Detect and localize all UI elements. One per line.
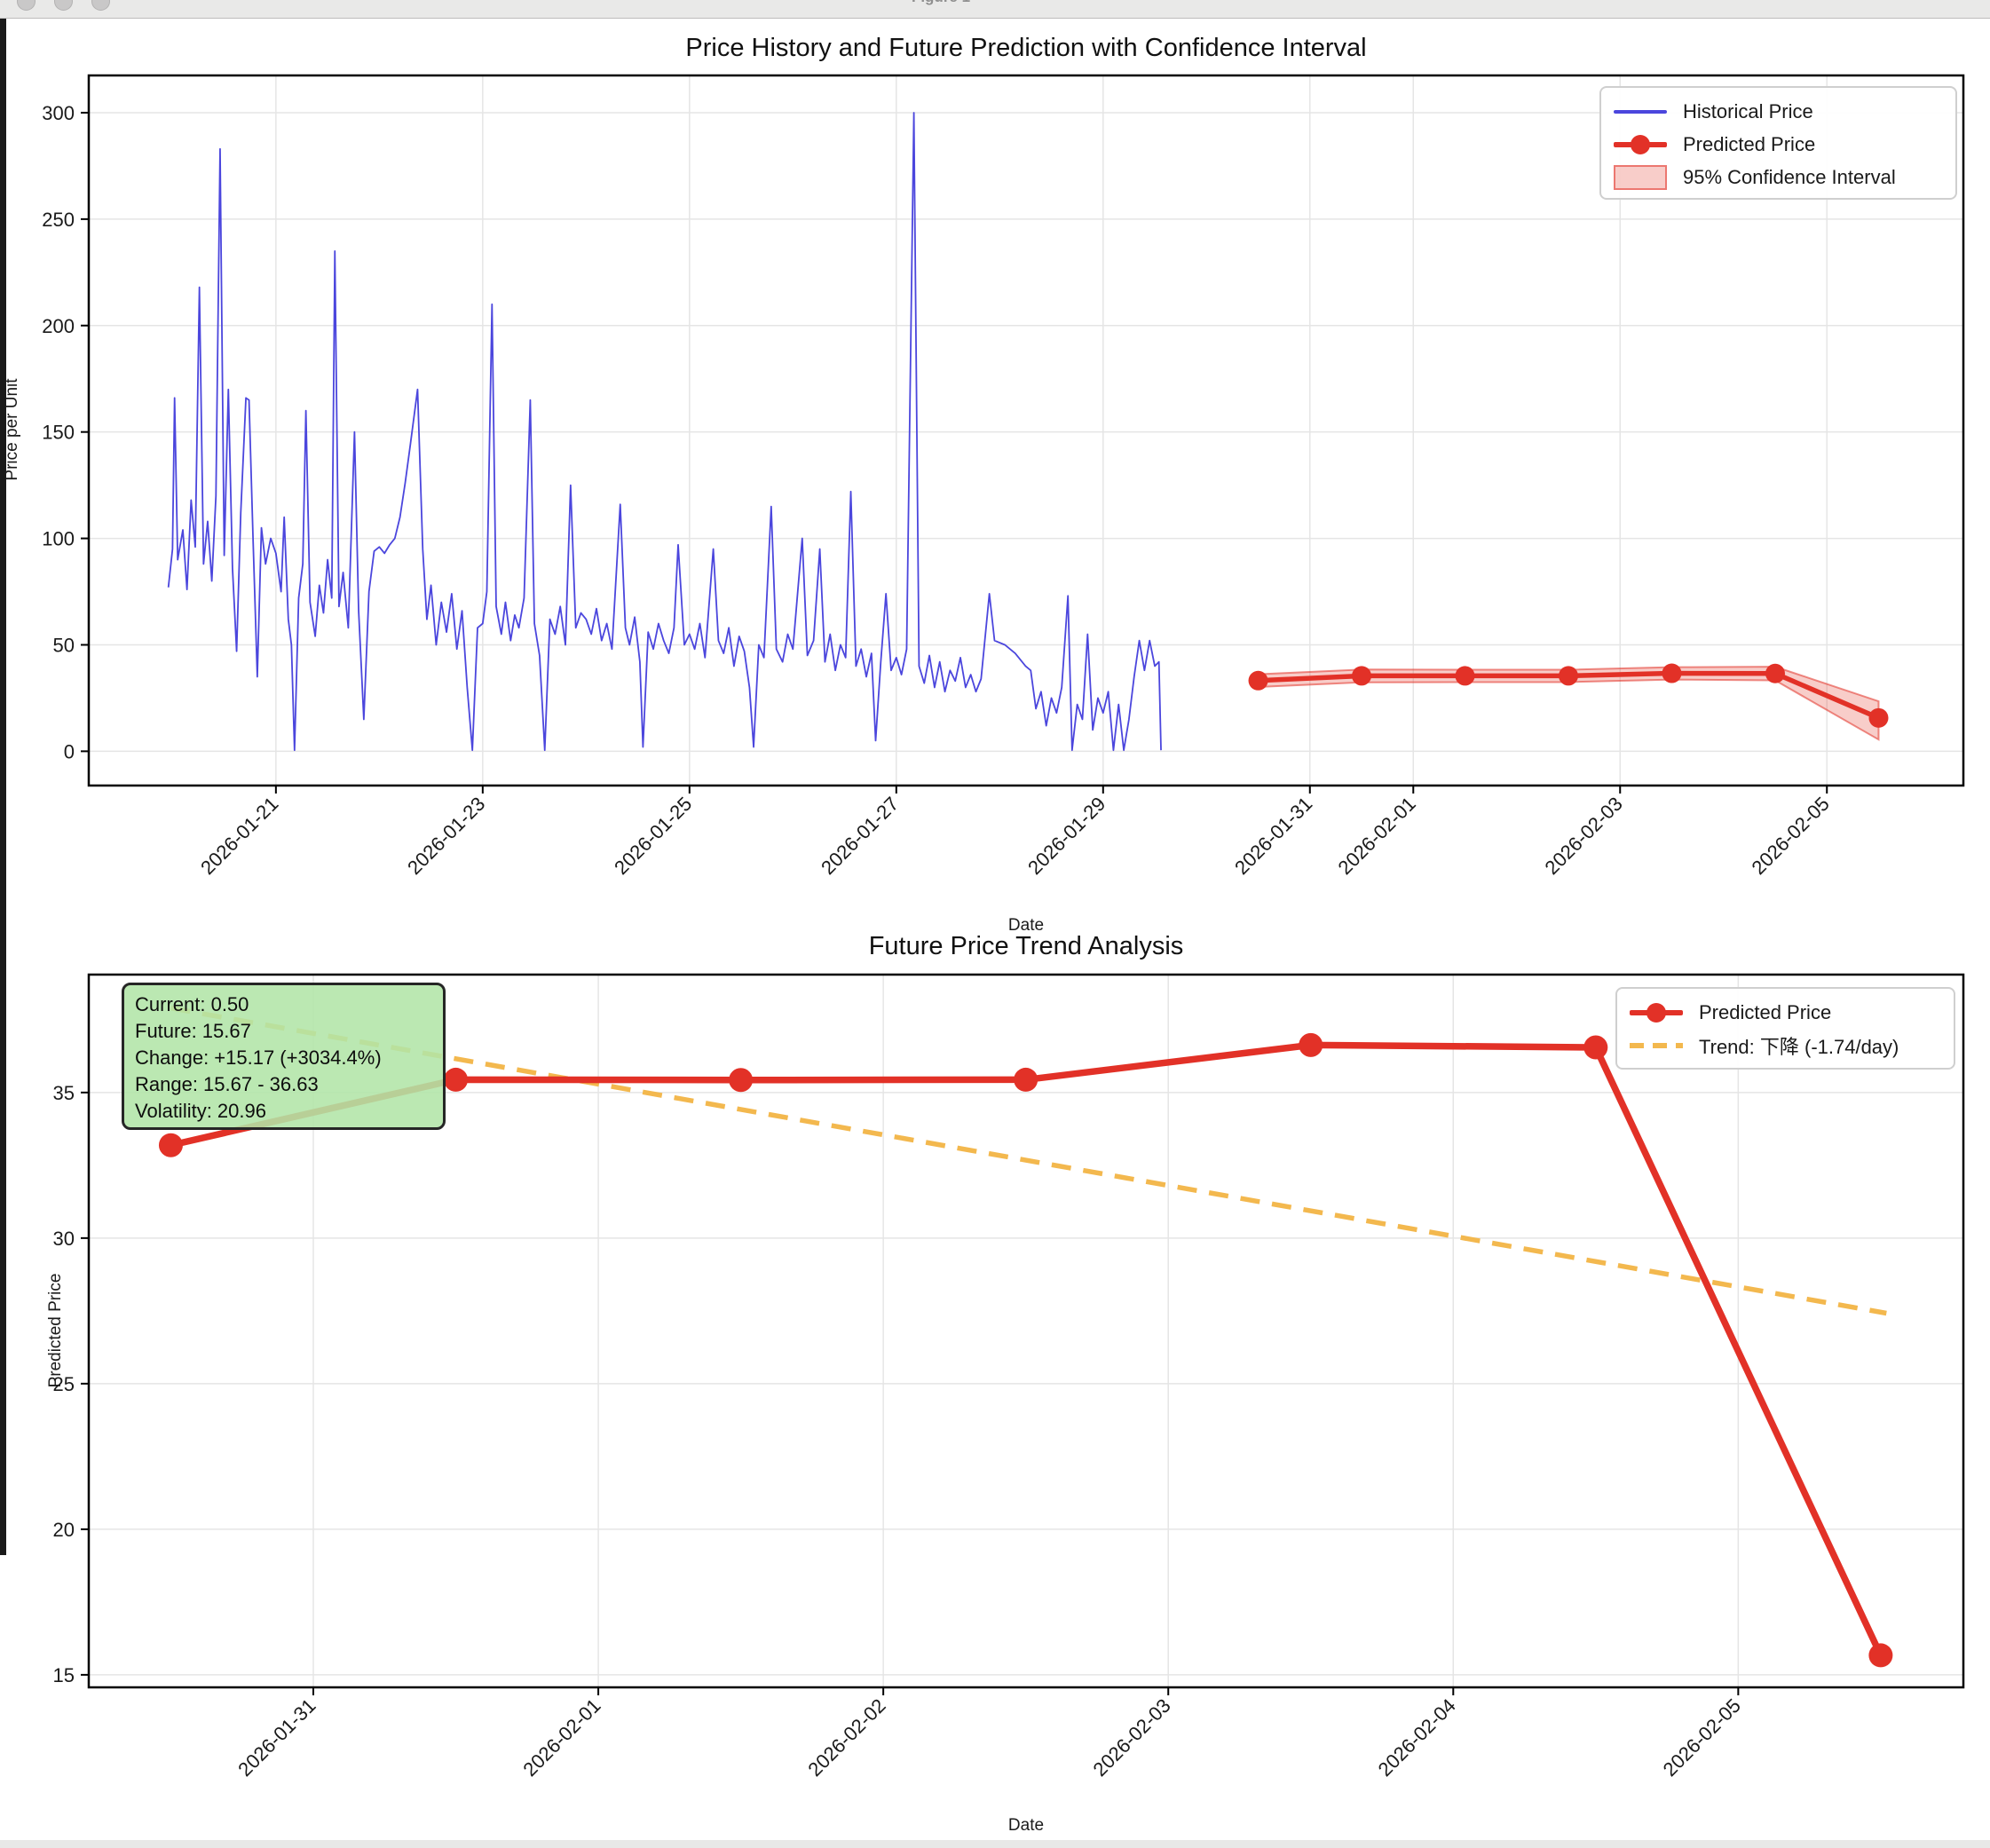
legend-item-trend: Trend: 下降 (-1.74/day) [1630,1029,1941,1062]
y-tick-label: 300 [42,102,75,124]
predicted-point-marker [444,1067,469,1092]
stat-range: Range: 15.67 - 36.63 [135,1073,319,1095]
x-tick-label: 2026-01-31 [1230,793,1316,879]
bottom-y-axis-label: Predicted Price [46,1273,65,1388]
legend-item-predicted: Predicted Price [1614,128,1943,161]
predicted-point-marker [1455,666,1475,686]
x-tick-label: 2026-01-29 [1023,793,1110,879]
confidence-patch-icon [1614,164,1667,190]
legend-label: Predicted Price [1699,1000,1832,1023]
x-tick-label: 2026-02-01 [1334,793,1420,879]
predicted-point-marker [1352,666,1372,686]
bottom-x-axis-label: Date [1007,1816,1045,1835]
x-tick-label: 2026-01-25 [610,793,696,879]
bottom-window-edge [0,1840,1990,1848]
stat-current: Current: 0.50 [135,993,249,1015]
y-tick-label: 25 [53,1373,75,1395]
y-tick-label: 35 [53,1082,75,1104]
zoom-button[interactable] [91,0,110,11]
y-tick-label: 50 [53,634,75,656]
minimize-button[interactable] [54,0,73,11]
y-tick-label: 250 [42,209,75,231]
trend-stats-annotation: Current: 0.50 Future: 15.67 Change: +15.… [122,983,446,1130]
stat-change: Change: +15.17 (+3034.4%) [135,1046,382,1069]
x-tick-label: 2026-01-27 [817,793,903,879]
x-tick-label: 2026-02-03 [1541,793,1627,879]
y-tick-label: 0 [64,740,75,762]
predicted-line-icon [1630,1002,1683,1023]
x-tick-label: 2026-02-01 [518,1694,604,1781]
predicted-line-icon [1614,134,1667,154]
window-titlebar: Figure 1 [0,0,1990,19]
legend-label: Historical Price [1683,99,1813,122]
top-chart-title: Price History and Future Prediction with… [685,34,1367,62]
stat-future: Future: 15.67 [135,1020,251,1042]
predicted-point-marker [729,1068,754,1093]
bottom-chart-title: Future Price Trend Analysis [868,932,1184,960]
x-tick-label: 2026-02-03 [1088,1694,1174,1781]
x-tick-label: 2026-01-21 [196,793,282,879]
y-tick-label: 20 [53,1519,75,1541]
trend-dash-icon [1630,1042,1683,1048]
top-chart-legend: Historical Price Predicted Price 95% Con… [1599,86,1957,200]
x-tick-label: 2026-02-05 [1659,1694,1745,1781]
x-tick-label: 2026-02-05 [1748,793,1834,879]
y-tick-label: 150 [42,422,75,444]
x-tick-label: 2026-02-04 [1374,1694,1460,1781]
predicted-point-marker [1248,670,1268,691]
stat-volatility: Volatility: 20.96 [135,1100,266,1122]
predicted-point-marker [1662,663,1682,683]
left-window-edge [0,18,6,1555]
x-tick-label: 2026-02-02 [803,1694,889,1781]
predicted-point-marker [1583,1035,1608,1060]
legend-item-historical: Historical Price [1614,95,1943,128]
legend-item-predicted: Predicted Price [1630,996,1941,1029]
legend-item-confidence: 95% Confidence Interval [1614,161,1943,193]
predicted-point-marker [1559,666,1579,686]
top-x-axis-label: Date [1007,916,1045,935]
historical-line-icon [1614,109,1667,114]
predicted-price-line [167,1041,1884,1659]
plot-frame [87,973,1965,1689]
legend-label: Predicted Price [1683,132,1816,155]
y-tick-label: 200 [42,315,75,337]
y-tick-label: 100 [42,528,75,550]
predicted-point-marker [1014,1067,1038,1092]
close-button[interactable] [17,0,36,11]
historical-price-line [167,112,1162,752]
predicted-point-marker [1868,1643,1893,1668]
bottom-chart-legend: Predicted Price Trend: 下降 (-1.74/day) [1615,987,1955,1070]
y-tick-label: 15 [53,1664,75,1686]
x-tick-label: 2026-01-31 [233,1694,320,1781]
plot-frame [87,74,1965,787]
trend-line [170,1006,1887,1316]
predicted-point-marker [1868,707,1889,728]
legend-label: 95% Confidence Interval [1683,165,1896,188]
y-tick-label: 30 [53,1228,75,1250]
predicted-point-marker [1299,1032,1323,1057]
predicted-point-marker [158,1133,183,1157]
window-title: Figure 1 [892,0,990,6]
legend-label: Trend: 下降 (-1.74/day) [1699,1035,1899,1058]
predicted-point-marker [1765,663,1785,683]
x-tick-label: 2026-01-23 [403,793,489,879]
